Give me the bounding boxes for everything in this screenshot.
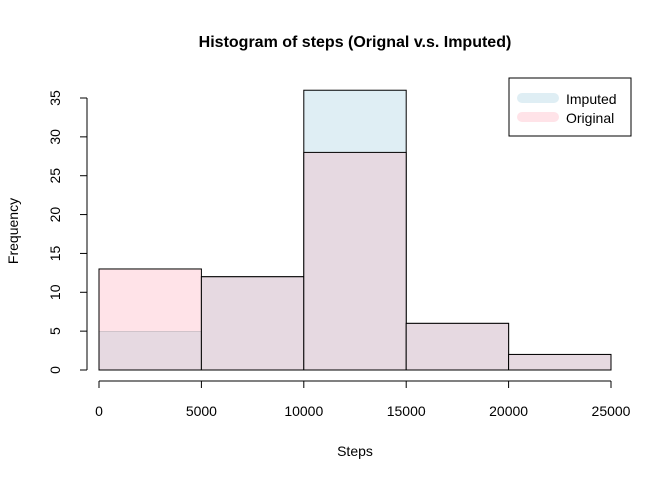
y-tick-label: 35: [47, 90, 63, 106]
legend-label-imputed: Imputed: [566, 91, 617, 107]
bar-original-outline: [405, 322, 510, 371]
y-axis: 0 5 10 15 20 25 30 35: [47, 90, 88, 374]
bar-overlap: [303, 152, 407, 370]
bar-overlap: [508, 354, 611, 370]
bar-overlap: [406, 323, 509, 370]
y-axis-title: Frequency: [5, 198, 21, 264]
x-tick-label: 20000: [489, 403, 528, 419]
y-tick-label: 30: [47, 129, 63, 145]
y-tick-label: 0: [47, 366, 63, 374]
x-axis: 0 5000 10000 15000 20000 25000: [95, 380, 631, 419]
legend-label-original: Original: [566, 110, 614, 126]
x-tick-label: 5000: [186, 403, 217, 419]
x-tick-label: 10000: [284, 403, 323, 419]
bar-overlap: [201, 276, 304, 370]
bar-original-outline: [303, 151, 407, 371]
y-tick-label: 20: [47, 207, 63, 223]
x-tick-label: 25000: [592, 403, 631, 419]
bar-original-extra: [99, 268, 202, 332]
y-tick-label: 25: [47, 168, 63, 184]
y-tick-label: 10: [47, 284, 63, 300]
legend-item-original: Original: [517, 110, 614, 126]
bar-original-outline: [508, 353, 612, 371]
chart-title: Histogram of steps (Orignal v.s. Imputed…: [199, 34, 512, 51]
legend-box: [508, 77, 632, 137]
x-tick-label: 0: [95, 403, 103, 419]
y-tick-label: 5: [47, 327, 63, 335]
legend: Imputed Original: [508, 77, 632, 137]
y-tick-label: 15: [47, 245, 63, 261]
legend-item-imputed: Imputed: [517, 91, 617, 107]
x-axis-title: Steps: [337, 443, 373, 459]
x-tick-label: 15000: [387, 403, 426, 419]
original-bars: [98, 151, 612, 371]
bar-overlap: [99, 331, 202, 370]
